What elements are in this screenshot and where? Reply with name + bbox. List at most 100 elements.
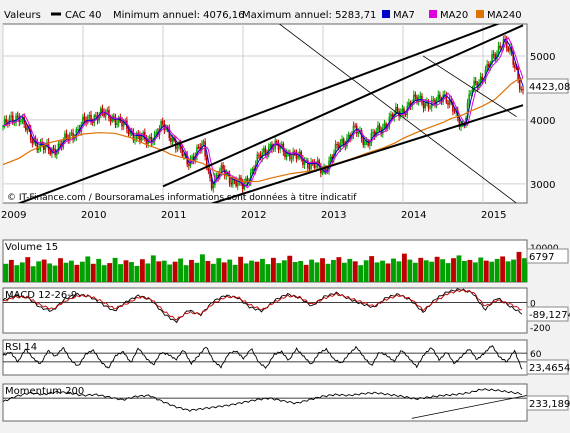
price-candle-body [142,132,144,137]
volume-bar [238,256,244,282]
volume-bar [511,259,516,282]
price-candle-body [113,116,115,118]
volume-bar [472,262,478,282]
price-candle-body [72,132,74,140]
price-candle-body [166,127,169,129]
price-candle-body [11,115,14,123]
volume-bar [216,258,222,282]
volume-bar [281,260,287,282]
price-candle-body [100,108,102,115]
index-name: CAC 40 [65,10,102,21]
price-candle-body [83,116,86,121]
price-candle-body [284,151,286,158]
volume-bar [189,259,194,282]
volume-bar [401,253,407,282]
series-line-2-1 [2,289,523,321]
price-candle-body [220,164,223,172]
legend-swatch-ma7 [382,10,390,18]
price-candle-body [347,134,350,139]
price-tick-label: 3000 [530,180,555,191]
price-candle-body [468,93,471,103]
price-candle-body [372,131,374,134]
price-candle-body [367,140,369,146]
trendline [17,24,501,203]
price-candle-body [178,142,180,148]
volume-bar [90,263,96,282]
price-candle-body [460,125,462,127]
price-candle-body [2,126,4,128]
price-candle-body [25,124,27,131]
year-tick-label: 2013 [321,210,346,221]
volume-bar [150,255,156,282]
year-tick-label: 2014 [401,210,426,221]
value-box-4 [526,395,569,411]
legend-label-ma20: MA20 [440,10,468,21]
volume-bar [249,260,254,282]
price-candle-body [121,121,123,127]
price-candle-body [292,151,294,159]
value-box-2 [526,306,569,322]
price-candle-body [289,152,291,160]
price-candle-body [479,76,482,83]
price-candle-body [463,124,466,126]
panel-tick-label: 60 [530,350,542,360]
price-candle-body [10,115,12,117]
price-candle-body [8,116,11,125]
price-candle-body [119,117,122,122]
volume-bar [494,258,500,282]
volume-bar [298,261,304,282]
price-candle-body [409,102,412,107]
price-candle-body [253,168,255,172]
price-candles [2,34,524,193]
price-candle-body [77,128,79,130]
price-candle-body [176,147,179,149]
volume-bar [341,262,347,282]
price-candle-body [170,138,172,142]
price-candle-body [279,146,281,150]
volume-bar [451,258,456,282]
price-candle-body [383,123,386,128]
volume-bar [320,258,325,282]
trendline [210,104,524,203]
price-candle-body [337,144,340,149]
price-candle-body [116,123,118,125]
price-candle-body [342,138,345,145]
volume-bar [232,264,238,282]
volume-bar [352,261,358,282]
price-candle-body [432,99,435,101]
value-label-4: 233,1899 [529,399,570,410]
price-candle-body [290,158,293,160]
momentum-trendline [411,395,528,419]
price-candle-body [145,139,148,145]
price-candle-body [52,148,55,150]
price-candle-body [447,102,449,105]
volume-bar [52,265,58,282]
price-candle-body [494,54,497,60]
volume-bar [385,263,391,282]
price-candle-body [352,125,355,135]
volume-bar [462,261,467,282]
price-candle-body [122,122,125,127]
volume-bar [183,265,189,282]
volume-bar [58,258,63,282]
price-candle-body [470,92,472,94]
price-candle-body [114,117,117,125]
price-candle-body [103,112,105,117]
volume-bar [139,259,145,282]
price-candle-body [95,115,97,117]
price-tick-label: 5000 [530,52,555,63]
volume-bar [41,259,47,282]
price-candle-body [452,102,454,112]
price-candle-body [69,133,71,141]
volume-bar [303,264,309,282]
price-candle-body [310,161,312,169]
volume-bar [19,262,25,282]
volume-bar [101,265,107,282]
price-candle-body [336,144,338,146]
price-candle-body [256,154,259,165]
price-candle-body [448,99,451,105]
price-candle-body [127,129,130,135]
price-candle-body [251,168,254,173]
price-candle-body [491,54,493,64]
price-candle-body [497,45,500,54]
